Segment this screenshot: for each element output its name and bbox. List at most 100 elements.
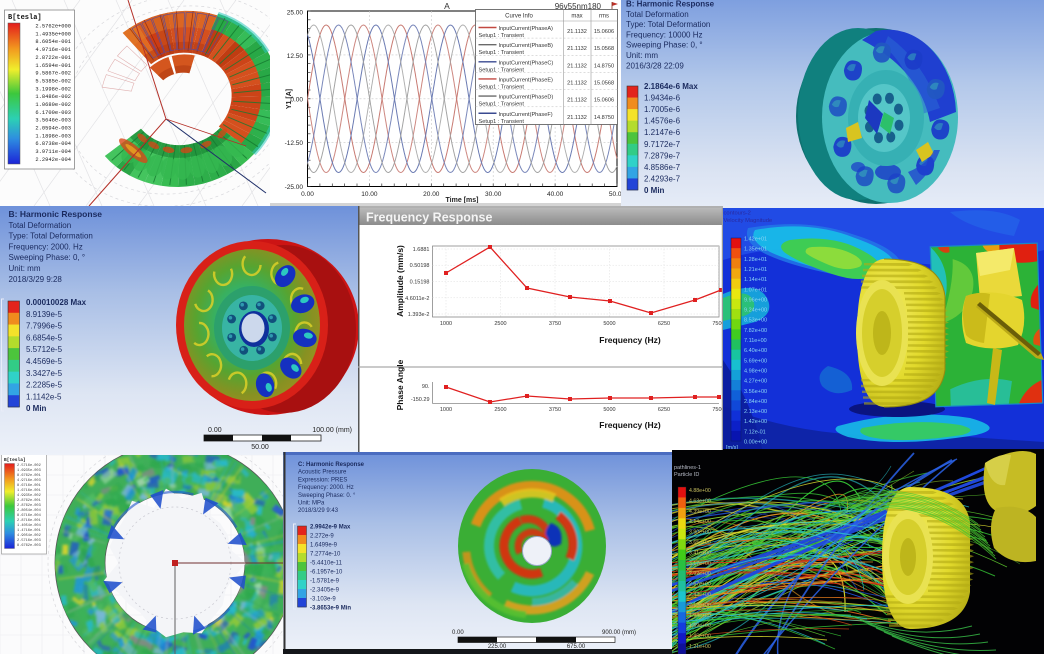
svg-text:0.50198: 0.50198 [410, 263, 430, 269]
svg-text:40.00: 40.00 [547, 191, 564, 198]
svg-text:-150.29: -150.29 [411, 397, 430, 403]
svg-text:9.96e+00: 9.96e+00 [744, 297, 767, 303]
svg-text:pathlines-1: pathlines-1 [674, 465, 701, 471]
svg-text:Frequency (Hz): Frequency (Hz) [599, 335, 661, 345]
svg-text:8.6716e-001: 8.6716e-001 [17, 484, 41, 488]
svg-text:B: Harmonic Response: B: Harmonic Response [626, 0, 715, 9]
svg-text:Setup1 : Transient: Setup1 : Transient [479, 119, 525, 125]
svg-text:2.8054e-004: 2.8054e-004 [17, 509, 41, 513]
svg-text:Frequency: 2000. Hz: Frequency: 2000. Hz [9, 242, 83, 251]
svg-text:4.98e+00: 4.98e+00 [744, 368, 767, 374]
svg-text:InputCurrent(PhaseF): InputCurrent(PhaseF) [499, 112, 553, 118]
svg-text:4.8586e-7: 4.8586e-7 [644, 163, 681, 172]
svg-text:5000: 5000 [603, 321, 615, 327]
svg-text:100.00 (mm): 100.00 (mm) [312, 427, 352, 434]
svg-text:6.1700e-003: 6.1700e-003 [35, 110, 71, 116]
svg-text:7.2879e-7: 7.2879e-7 [644, 151, 681, 160]
svg-text:7.11e+00: 7.11e+00 [744, 338, 767, 344]
svg-text:900.00 (mm): 900.00 (mm) [602, 630, 636, 636]
svg-text:2.67e+00: 2.67e+00 [689, 582, 711, 588]
svg-text:90.: 90. [422, 384, 430, 390]
svg-text:Phase Angle: Phase Angle [395, 359, 405, 410]
svg-text:2018/3/29 9:43: 2018/3/29 9:43 [298, 508, 339, 514]
svg-text:1.21e+00: 1.21e+00 [689, 644, 711, 650]
svg-text:Total Deformation: Total Deformation [9, 221, 72, 230]
svg-text:9.24e+00: 9.24e+00 [744, 308, 767, 314]
svg-text:4.27e+00: 4.27e+00 [744, 379, 767, 385]
svg-text:2.8762e-001: 2.8762e-001 [17, 499, 41, 503]
svg-text:InputCurrent(PhaseE): InputCurrent(PhaseE) [499, 77, 554, 83]
svg-text:1.393e-2: 1.393e-2 [408, 312, 430, 318]
svg-text:2.5762e+000: 2.5762e+000 [35, 24, 71, 30]
svg-text:9.5867e-002: 9.5867e-002 [35, 71, 71, 77]
svg-text:1.6716e-001: 1.6716e-001 [17, 489, 41, 493]
svg-text:7.12e-01: 7.12e-01 [744, 429, 766, 435]
svg-text:2500: 2500 [494, 321, 506, 327]
svg-text:6.8738e-004: 6.8738e-004 [35, 141, 71, 147]
svg-text:2.13e+00: 2.13e+00 [744, 409, 767, 415]
svg-text:2.8722e-001: 2.8722e-001 [35, 55, 71, 61]
svg-text:1.0680e-002: 1.0680e-002 [35, 102, 71, 108]
svg-text:2.272e-9: 2.272e-9 [310, 534, 334, 540]
svg-text:-2.3405e-9: -2.3405e-9 [310, 588, 340, 594]
svg-text:Setup1 : Transient: Setup1 : Transient [479, 102, 525, 108]
svg-text:Amplitude (mm/s): Amplitude (mm/s) [395, 245, 405, 317]
svg-text:2.84e+00: 2.84e+00 [744, 399, 767, 405]
svg-text:6250: 6250 [658, 321, 670, 327]
svg-text:4.9054e-002: 4.9054e-002 [17, 534, 41, 538]
svg-text:9.7172e-7: 9.7172e-7 [644, 140, 681, 149]
svg-text:1.14e+01: 1.14e+01 [744, 277, 767, 283]
svg-text:Curve Info: Curve Info [505, 14, 533, 20]
svg-text:B[tesla]: B[tesla] [4, 457, 26, 463]
svg-text:Type: Total Deformation: Type: Total Deformation [626, 20, 710, 29]
svg-text:15.0568: 15.0568 [594, 80, 614, 86]
svg-text:-12.50: -12.50 [285, 140, 304, 147]
svg-text:4.6011e-2: 4.6011e-2 [405, 296, 429, 302]
svg-text:2.43e+00: 2.43e+00 [689, 592, 711, 598]
svg-text:2.19e+00: 2.19e+00 [689, 602, 711, 608]
svg-text:10.00: 10.00 [361, 191, 378, 198]
svg-text:5000: 5000 [603, 407, 615, 413]
svg-text:A: A [444, 1, 450, 11]
svg-text:3.5646e-003: 3.5646e-003 [35, 118, 71, 124]
svg-text:50.00: 50.00 [251, 444, 269, 451]
svg-text:0.15198: 0.15198 [410, 280, 430, 286]
svg-text:2.9942e-9 Max: 2.9942e-9 Max [310, 525, 351, 531]
svg-text:3.1998e-002: 3.1998e-002 [35, 86, 71, 92]
svg-text:Setup1 : Transient: Setup1 : Transient [479, 50, 525, 56]
svg-text:1.1142e-5: 1.1142e-5 [26, 392, 62, 401]
svg-text:Particle ID: Particle ID [674, 472, 699, 478]
svg-text:21.1132: 21.1132 [567, 80, 587, 86]
svg-text:[m/s]: [m/s] [726, 445, 738, 451]
svg-text:0.00: 0.00 [301, 191, 314, 198]
svg-text:2016/3/28 22:09: 2016/3/28 22:09 [626, 61, 684, 70]
svg-text:Setup1 : Transient: Setup1 : Transient [479, 67, 525, 73]
svg-text:20.00: 20.00 [423, 191, 440, 198]
svg-text:2.2942e-004: 2.2942e-004 [35, 157, 71, 163]
svg-text:12.50: 12.50 [287, 53, 304, 60]
svg-text:0 Min: 0 Min [26, 404, 47, 413]
svg-text:Sweeping Phase: 0, °: Sweeping Phase: 0, ° [626, 41, 703, 50]
svg-text:2.0594e-003: 2.0594e-003 [35, 126, 71, 132]
svg-text:Time [ms]: Time [ms] [446, 197, 479, 204]
svg-text:Total Deformation: Total Deformation [626, 10, 689, 19]
svg-text:1.9434e-6: 1.9434e-6 [644, 94, 681, 103]
svg-text:3750: 3750 [549, 407, 561, 413]
svg-text:3.65e+00: 3.65e+00 [689, 540, 711, 546]
svg-text:7500: 7500 [712, 407, 724, 413]
svg-text:5.69e+00: 5.69e+00 [744, 358, 767, 364]
svg-text:0.00: 0.00 [290, 97, 303, 104]
svg-text:rms: rms [599, 14, 609, 20]
svg-text:Unit: mm: Unit: mm [9, 264, 41, 273]
svg-text:4.63e+00: 4.63e+00 [689, 498, 711, 504]
svg-text:1.4716e-001: 1.4716e-001 [17, 529, 41, 533]
svg-text:0.00e+00: 0.00e+00 [744, 440, 767, 446]
svg-text:Expression: PRES: Expression: PRES [298, 477, 347, 483]
svg-text:2.2285e-5: 2.2285e-5 [26, 381, 63, 390]
svg-text:1.07e+01: 1.07e+01 [744, 287, 767, 293]
svg-text:1000: 1000 [440, 407, 452, 413]
svg-text:6.6854e-5: 6.6854e-5 [26, 333, 63, 342]
svg-text:InputCurrent(PhaseB): InputCurrent(PhaseB) [499, 43, 554, 49]
svg-text:Setup1 : Transient: Setup1 : Transient [479, 84, 525, 90]
svg-text:1.6499e-9: 1.6499e-9 [310, 543, 338, 549]
